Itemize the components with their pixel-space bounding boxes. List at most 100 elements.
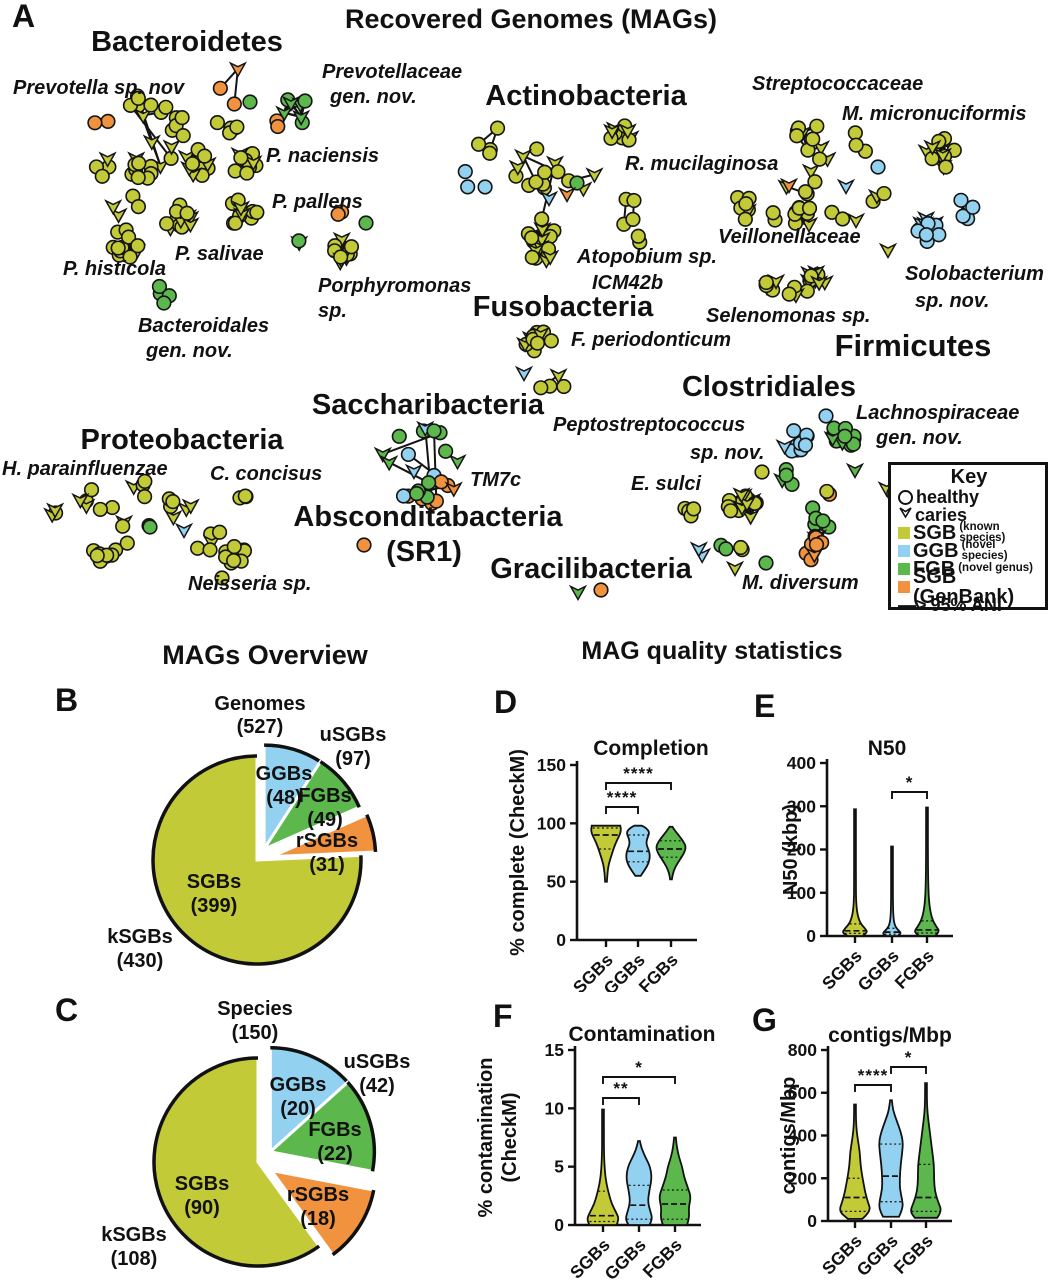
genome-node-healthy: [778, 467, 794, 483]
significance-stars: *: [905, 1048, 913, 1067]
genome-node-healthy: [870, 159, 886, 175]
genome-node-healthy: [237, 488, 253, 504]
taxon-cluster: [836, 178, 856, 196]
pie-outline-arc: [264, 743, 322, 764]
taxon-cluster: [847, 125, 873, 159]
genome-node-healthy: [94, 168, 110, 184]
y-tick-label: 600: [788, 1083, 817, 1103]
y-tick-label: 150: [537, 755, 566, 775]
genome-node-healthy: [333, 249, 349, 265]
pie-label: kSGBs: [101, 1224, 167, 1246]
pie-outline-arc: [331, 1189, 376, 1257]
pie-label: (150): [231, 1022, 279, 1044]
genome-node-caries: [539, 190, 559, 208]
genome-node-healthy: [534, 211, 550, 227]
genome-node-caries: [231, 200, 251, 217]
taxon-label: H. parainfluenzae: [2, 458, 168, 480]
genome-node-healthy: [409, 486, 425, 502]
x-category-label: FGBs: [890, 1231, 937, 1278]
taxon-label: ICM42b: [592, 272, 664, 294]
taxon-cluster: [805, 483, 838, 535]
network-diagram-svg: [43, 61, 981, 602]
taxon-label: Prevotellaceae: [322, 61, 463, 83]
genome-node-healthy: [876, 185, 892, 202]
key-title: Key: [950, 466, 988, 488]
genome-node-healthy: [421, 475, 437, 491]
phylum-title: Firmicutes: [834, 328, 992, 363]
significance-stars: *: [635, 1058, 643, 1077]
legend-swatch-icon: [898, 545, 910, 557]
genome-node-caries: [845, 462, 865, 480]
taxon-label: R. mucilaginosa: [625, 153, 779, 175]
taxon-cluster: [105, 229, 147, 265]
genome-node-caries: [404, 463, 424, 480]
genome-node-caries: [741, 509, 760, 526]
key-item: GGB (novel species): [898, 539, 1040, 562]
taxon-cluster: [224, 192, 265, 231]
genome-node-caries: [557, 186, 577, 204]
taxon-cluster: [470, 120, 506, 161]
x-category-label: GGBs: [854, 946, 903, 992]
taxon-cluster: [71, 482, 100, 515]
mag-quality-statistics-title: MAG quality statistics: [581, 637, 843, 665]
genome-node-healthy: [528, 174, 544, 190]
taxon-cluster: [161, 491, 200, 527]
taxon-cluster: [515, 324, 559, 359]
taxon-label: gen. nov.: [330, 86, 417, 108]
violin-FGBs: [658, 1136, 692, 1226]
taxon-cluster: [602, 118, 640, 148]
genome-node-caries: [923, 139, 942, 156]
pie-label: (49): [307, 809, 343, 831]
y-tick-label: 400: [787, 753, 816, 773]
taxon-cluster: [754, 464, 770, 480]
genome-node-healthy: [400, 446, 416, 463]
taxon-cluster: [218, 539, 253, 571]
pie-label: GGBs: [269, 1074, 327, 1096]
taxon-cluster: [232, 488, 254, 506]
genome-node-caries: [508, 159, 527, 177]
genome-node-healthy: [630, 228, 646, 244]
genome-node-healthy: [110, 240, 126, 256]
significance-bracket: [602, 1097, 640, 1105]
pie-label: (20): [280, 1098, 316, 1120]
taxon-cluster: [242, 94, 258, 110]
genome-node-caries: [448, 454, 467, 471]
genome-node-healthy: [356, 537, 372, 553]
y-tick-label: 100: [537, 813, 566, 833]
genome-node-caries: [878, 242, 898, 260]
panel-letter-d: D: [494, 684, 518, 720]
taxon-label: Porphyromonas: [318, 275, 472, 297]
genome-node-caries: [933, 147, 952, 164]
genome-node-healthy: [797, 184, 814, 200]
genome-node-healthy: [482, 145, 498, 161]
genome-node-caries: [732, 487, 751, 504]
genome-node-caries: [545, 155, 565, 172]
taxon-label: M. diversum: [742, 572, 859, 594]
taxon-cluster: [725, 560, 745, 578]
taxon-cluster: [87, 113, 116, 131]
genome-node-caries: [533, 221, 552, 239]
key-item-label: 95% ANI: [930, 595, 1002, 615]
violin-GGBs: [625, 824, 651, 877]
pie-label: (527): [236, 716, 284, 738]
genome-node-healthy: [122, 249, 138, 265]
genome-node-healthy: [175, 127, 191, 144]
genome-node-caries: [549, 368, 568, 385]
taxon-cluster: [720, 487, 764, 526]
genome-node-healthy: [457, 163, 473, 180]
genome-node-healthy: [477, 179, 493, 195]
y-axis-label: N50 (kbp): [780, 804, 802, 895]
phylum-title: Actinobacteria: [485, 80, 687, 112]
genome-node-healthy: [819, 483, 835, 500]
genome-node-healthy: [242, 94, 258, 110]
significance-stars: ****: [607, 788, 637, 807]
key-item-label: SGB: [913, 522, 957, 544]
y-tick-label: 200: [787, 840, 816, 860]
y-tick-label: 10: [545, 1098, 565, 1118]
significance-bracket: [891, 791, 928, 799]
genome-node-healthy: [805, 131, 821, 147]
taxon-cluster: [159, 197, 200, 238]
genome-node-healthy: [226, 552, 242, 569]
phylum-title: Bacteroidetes: [91, 26, 283, 58]
